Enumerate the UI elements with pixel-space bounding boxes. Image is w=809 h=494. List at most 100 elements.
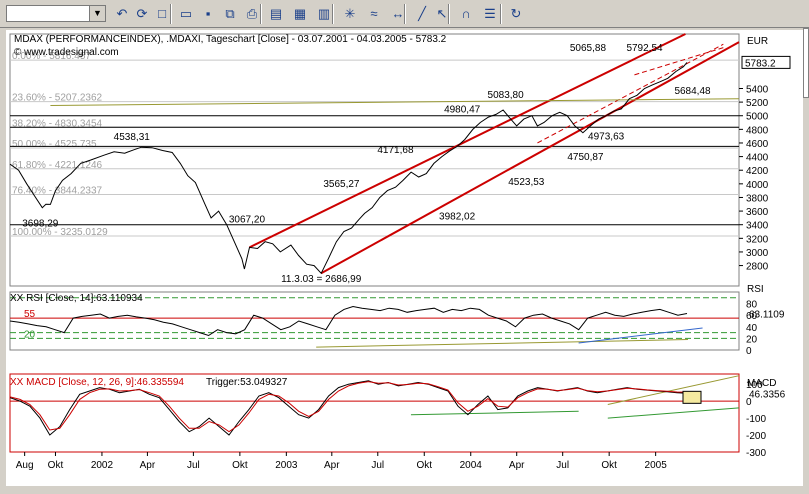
y-axis-tick-label: 3200	[746, 234, 769, 245]
side-panel-tab[interactable]	[803, 28, 809, 98]
price-panel-frame	[9, 33, 740, 287]
last-value-label: 5783.2	[745, 58, 776, 69]
toolbar-separator	[448, 4, 450, 24]
price-annotation: 3067,20	[229, 215, 266, 226]
x-axis-tick-label: Okt	[48, 460, 64, 471]
fib-level-label: 100.00% - 3235.0129	[12, 227, 108, 238]
x-axis-tick-label: 2002	[91, 460, 114, 471]
new-icon[interactable]: □	[158, 6, 166, 21]
toolbar-separator	[404, 4, 406, 24]
fib-level-label: 50.00% - 4525.735	[12, 139, 97, 150]
price-annotation: 5792,54	[626, 43, 663, 54]
x-axis-tick-label: Okt	[232, 460, 248, 471]
x-axis-tick-label: Okt	[601, 460, 617, 471]
y-axis-tick-label: 3600	[746, 207, 769, 218]
layout-icon[interactable]: ▥	[317, 6, 331, 21]
chart-svg: 0.00% - 5816.457 23.60% - 5207.2362 38.20%…	[9, 33, 791, 471]
price-annotation: 4523,53	[508, 177, 545, 188]
pointer-icon[interactable]: ↖	[436, 6, 448, 21]
scale-icon[interactable]: ↔	[391, 6, 405, 21]
fib-level-label: 61.80% - 4221.1246	[12, 160, 103, 171]
macd-y-tick-label: -100	[746, 414, 766, 425]
fib-level-label: 38.20% - 4830.3454	[12, 118, 103, 129]
fib-level-label: 0.00% - 5816.457	[12, 51, 91, 62]
price-annotation: 4973,63	[588, 132, 625, 143]
rsi-trend-line-support	[316, 339, 688, 348]
x-axis-tick-label: Apr	[324, 460, 340, 471]
price-annotation: 4980,47	[444, 104, 481, 115]
undo-icon[interactable]: ↶	[116, 6, 128, 21]
price-annotation: 5684,48	[674, 86, 711, 97]
x-axis-tick-label: 2005	[645, 460, 668, 471]
price-annotation: 3698,29	[22, 219, 59, 230]
save-icon[interactable]: ▪	[205, 6, 211, 21]
trend-line-dashed	[537, 43, 724, 144]
macd-series-trigger	[9, 381, 688, 433]
x-axis-tick-label: 2003	[275, 460, 298, 471]
toolbar-separator	[332, 4, 334, 24]
main-toolbar: ▼ ↶ ⟳ □ ▭ ▪ ⧉ ⎙ ▤ ▦ ▥ ✳ ≈ ↔ ╱ ↖ ∩ ☰ ↻	[0, 0, 809, 28]
y-axis-tick-label: 3800	[746, 193, 769, 204]
x-axis-tick-label: Apr	[509, 460, 525, 471]
price-annotation: 3565,27	[323, 179, 360, 190]
y-axis-label: EUR	[747, 36, 768, 47]
indicator-icon[interactable]: ✳	[344, 6, 356, 21]
toolbar-separator	[500, 4, 502, 24]
reload-icon[interactable]: ↻	[510, 6, 522, 21]
chevron-down-icon[interactable]: ▼	[89, 6, 105, 21]
study-icon[interactable]: ≈	[370, 6, 378, 21]
y-axis-tick-label: 5400	[746, 84, 769, 95]
chart-area: 0.00% - 5816.457 23.60% - 5207.2362 38.20%…	[6, 30, 803, 486]
chart-icon[interactable]: ▤	[269, 6, 283, 21]
y-axis-tick-label: 3000	[746, 248, 769, 259]
refresh-icon[interactable]: ⟳	[136, 6, 148, 21]
side-panel	[803, 28, 809, 494]
rsi-trend-line-blue	[578, 327, 703, 344]
macd-trend-line-green	[410, 410, 579, 416]
toolbar-separator	[260, 4, 262, 24]
macd-highlight-box	[682, 390, 702, 404]
rsi-y-tick-label: 20	[746, 334, 758, 345]
macd-trend-line-support	[607, 375, 740, 406]
price-annotation: 11.3.03 = 2686,99	[281, 274, 362, 285]
print-icon[interactable]: ⎙	[246, 6, 258, 21]
last-value-box	[741, 55, 791, 69]
y-axis-tick-label: 4600	[746, 139, 769, 150]
magnet-icon[interactable]: ∩	[461, 6, 471, 21]
price-annotation: 4750,87	[567, 152, 604, 163]
settings-icon[interactable]: ☰	[484, 6, 496, 21]
macd-y-axis-label: MACD	[747, 378, 776, 389]
rsi-y-tick-label: 40	[746, 323, 758, 334]
rsi-panel-title: XX RSI [Close, 14]:63.110934	[10, 293, 143, 304]
y-axis-tick-label: 5000	[746, 112, 769, 123]
y-axis-tick-label: 2800	[746, 262, 769, 273]
open-icon[interactable]: ▭	[179, 6, 193, 21]
y-axis-tick-label: 4000	[746, 180, 769, 191]
price-annotation: 3982,02	[439, 211, 476, 222]
price-annotation: 4538,31	[114, 132, 151, 143]
x-axis-tick-label: 2004	[460, 460, 483, 471]
rsi-level-label: 55	[24, 309, 36, 320]
macd-panel-title: XX MACD [Close, 12, 26, 9]:46.335594	[10, 377, 184, 388]
watermark-label: © www.tradesignal.com	[14, 47, 119, 58]
rsi-y-tick-label: 80	[746, 300, 758, 311]
draw-line-icon[interactable]: ╱	[418, 6, 426, 21]
toolbar-separator	[170, 4, 172, 24]
price-annotation: 5083,80	[488, 90, 525, 101]
macd-trend-line-green	[607, 407, 740, 419]
y-axis-tick-label: 4200	[746, 166, 769, 177]
copy-icon[interactable]: ⧉	[225, 6, 235, 21]
price-series-line	[9, 62, 688, 275]
rsi-last-value-label: 63.1109	[749, 309, 785, 320]
fib-level-label: 23.60% - 5207.2362	[12, 93, 103, 104]
export-icon[interactable]: ▦	[293, 6, 307, 21]
macd-y-tick-label: -200	[746, 431, 766, 442]
rsi-level-label: 20	[24, 329, 36, 340]
x-axis-tick-label: Okt	[416, 460, 432, 471]
symbol-combo[interactable]: ▼	[6, 5, 106, 22]
macd-y-tick-label: 0	[746, 397, 752, 408]
x-axis-tick-label: Jul	[187, 460, 200, 471]
rsi-y-tick-label: 0	[746, 346, 752, 357]
macd-trigger-label: Trigger:53.049327	[206, 377, 288, 388]
price-annotation: 4171,68	[377, 145, 414, 156]
